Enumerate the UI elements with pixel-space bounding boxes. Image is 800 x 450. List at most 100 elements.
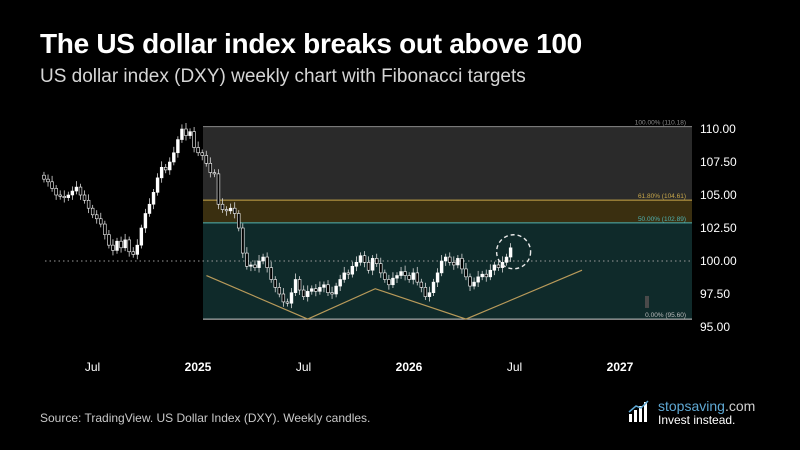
candle-body (180, 128, 184, 140)
candle-body (119, 240, 123, 249)
candle-body (151, 192, 156, 205)
candle-body (188, 131, 192, 136)
x-tick-label: Jul (507, 360, 522, 374)
y-tick-label: 102.50 (700, 221, 737, 235)
candle-body (435, 272, 440, 283)
candle-body (147, 203, 152, 214)
candle-body (431, 281, 436, 293)
brand-logo[interactable]: stopsaving.com Invest instead. (628, 398, 778, 432)
candle-body (362, 255, 367, 263)
candle-body (139, 227, 144, 246)
candle-body (334, 285, 338, 295)
candle-body (460, 258, 464, 270)
candle-body (293, 279, 298, 293)
candle-body (342, 272, 346, 280)
candle-body (411, 272, 415, 280)
fib-label: 100.00% (110.18) (635, 120, 686, 127)
candle-body (245, 252, 249, 267)
candle-body (310, 288, 314, 292)
candle-body (350, 265, 355, 275)
candle-body (403, 271, 407, 276)
candle-body (237, 213, 241, 229)
candle-body (95, 214, 99, 220)
candle-body (281, 293, 286, 303)
candle-body (358, 255, 363, 263)
candle-body (196, 147, 200, 154)
fib-label: 61.80% (104.61) (638, 193, 686, 200)
candle-body (273, 279, 277, 288)
candle-body (289, 292, 294, 304)
candle-body (375, 258, 379, 264)
candle-body (423, 287, 428, 297)
candle-body (407, 275, 411, 280)
candle-body (123, 239, 127, 249)
candle-body (58, 194, 62, 197)
fib-label: 0.00% (95.60) (645, 312, 686, 319)
candle-body (448, 256, 452, 263)
bar-chart-icon (628, 400, 649, 422)
candle-body (192, 131, 196, 148)
candle-body (476, 276, 480, 283)
brand-name-tld: .com (724, 398, 756, 414)
candle-body (111, 244, 115, 251)
candle-body (155, 177, 160, 193)
candle-body (277, 287, 282, 295)
candle-body (419, 281, 424, 288)
candle-body (301, 289, 306, 297)
candle-body (212, 172, 217, 175)
candle-body (50, 181, 54, 189)
candle-body (306, 291, 310, 297)
candle-body (269, 267, 273, 280)
x-tick-label: 2025 (185, 360, 212, 374)
candle-body (159, 166, 164, 179)
candle-body (383, 272, 387, 280)
candle-body (399, 271, 403, 276)
fib-zone-gold (203, 200, 692, 223)
fib-levels: 100.00% (110.18) 61.80% (104.61) 50.00% (1… (203, 120, 692, 320)
x-tick-label: 2027 (607, 360, 634, 374)
candle-body (200, 152, 204, 156)
y-axis: 110.00 107.50 105.00 102.50 100.00 97.50 95.00 (700, 122, 737, 334)
candle-body (427, 292, 432, 297)
candle-body (107, 234, 111, 246)
candle-body (46, 178, 50, 183)
candlesticks (42, 123, 513, 309)
candle-body (241, 227, 245, 254)
candle-body (468, 276, 472, 287)
candle-body (508, 247, 513, 258)
candle-body (456, 258, 460, 266)
page-title: The US dollar index breaks out above 100 (40, 28, 582, 59)
candle-body (443, 256, 448, 262)
candle-body (415, 272, 419, 283)
candle-body (322, 284, 326, 288)
candle-body (70, 190, 75, 196)
candle-body (261, 256, 265, 262)
candle-body (439, 260, 444, 274)
y-tick-label: 105.00 (700, 188, 737, 202)
candle-body (127, 239, 131, 253)
candle-body (131, 251, 135, 255)
y-tick-label: 110.00 (700, 122, 736, 136)
y-tick-label: 95.00 (700, 320, 730, 334)
candle-body (176, 139, 180, 154)
fib-zone-upper (203, 126, 692, 201)
candle-body (164, 166, 168, 171)
candle-body (62, 196, 66, 198)
candle-body (208, 163, 213, 173)
candle-body (115, 240, 119, 251)
candle-body (297, 279, 302, 291)
candle-body (492, 264, 497, 271)
page-subtitle: US dollar index (DXY) weekly chart with … (40, 66, 526, 87)
candle-body (326, 284, 330, 293)
candle-body (346, 272, 350, 275)
y-tick-label: 97.50 (700, 287, 730, 301)
candle-body (42, 174, 46, 180)
candle-body (204, 155, 208, 164)
candle-body (496, 264, 501, 268)
brand-name-main: stopsaving (658, 398, 725, 414)
candle-body (472, 281, 476, 287)
candle-body (54, 188, 58, 196)
x-tick-label: Jul (85, 360, 100, 374)
x-tick-label: 2026 (396, 360, 423, 374)
